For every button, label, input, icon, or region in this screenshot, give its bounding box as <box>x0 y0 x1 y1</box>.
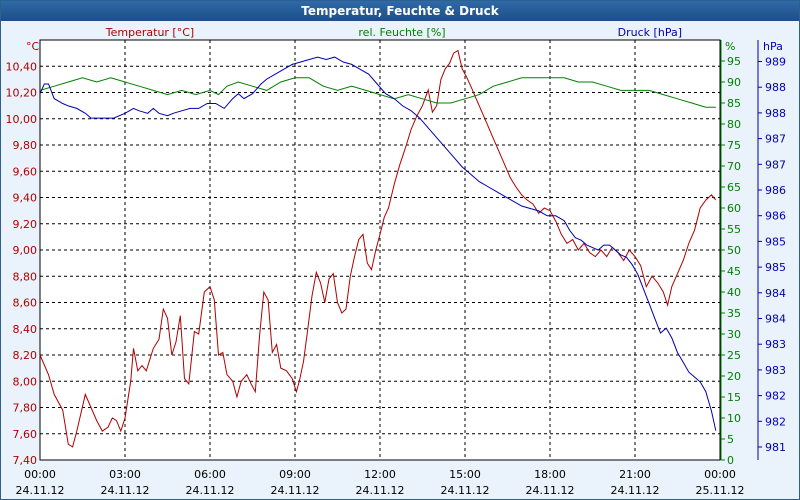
x-tick-time: 12:00 <box>364 468 396 481</box>
pressure-axis-ticks: 981 982 982 983 983 984 984 985 985 986 986 987 987 9… <box>757 40 786 460</box>
x-tick-time: 21:00 <box>619 468 651 481</box>
series-lines <box>39 49 717 448</box>
pressure-tick-label: 983 <box>765 364 786 377</box>
temperature-tick-label: 7,60 <box>13 428 38 441</box>
temperature-tick-label: 9,80 <box>13 139 38 152</box>
pressure-tick-label: 988 <box>765 107 786 120</box>
humidity-tick-label: 5 <box>727 433 734 446</box>
pressure-tick-label: 983 <box>765 338 786 351</box>
pressure-tick-label: 982 <box>765 390 786 403</box>
humidity-tick-label: 30 <box>727 328 741 341</box>
humidity-tick-label: 25 <box>727 349 741 362</box>
humidity-tick-label: 75 <box>727 139 741 152</box>
series-line-temperature <box>39 49 717 448</box>
pressure-tick-label: 985 <box>765 235 786 248</box>
humidity-tick-label: 85 <box>727 97 741 110</box>
pressure-tick-label: 984 <box>765 313 786 326</box>
grid <box>40 40 720 460</box>
pressure-tick-label: 985 <box>765 261 786 274</box>
humidity-tick-label: 40 <box>727 286 741 299</box>
pressure-tick-label: 986 <box>765 184 786 197</box>
x-tick-date: 24.11.12 <box>186 484 235 497</box>
x-tick-time: 09:00 <box>279 468 311 481</box>
x-axis-ticks: 00:00 24.11.12 03:00 24.11.12 06:00 24.11.12 0… <box>16 468 745 497</box>
humidity-tick-label: 90 <box>727 76 741 89</box>
pressure-axis-label: Druck [hPa] <box>618 26 682 39</box>
pressure-tick-label: 984 <box>765 287 786 300</box>
temperature-tick-label: 9,20 <box>13 218 38 231</box>
pressure-tick-label: 987 <box>765 158 786 171</box>
pressure-tick-label: 987 <box>765 133 786 146</box>
temperature-tick-label: 7,80 <box>13 402 38 415</box>
x-tick-date: 24.11.12 <box>101 484 150 497</box>
temperature-axis-label: Temperatur [°C] <box>105 26 194 39</box>
temperature-tick-label: 8,00 <box>13 375 38 388</box>
humidity-tick-label: 60 <box>727 202 741 215</box>
humidity-tick-label: 20 <box>727 370 741 383</box>
humidity-tick-label: 55 <box>727 223 741 236</box>
x-tick-date: 24.11.12 <box>271 484 320 497</box>
humidity-tick-label: 65 <box>727 181 741 194</box>
series-line-humidity <box>39 77 716 108</box>
x-tick-time: 03:00 <box>109 468 141 481</box>
pressure-tick-label: 981 <box>765 441 786 454</box>
x-tick-date: 25.11.12 <box>696 484 745 497</box>
temperature-tick-label: 7,40 <box>13 454 38 467</box>
temperature-tick-label: 8,40 <box>13 323 38 336</box>
temperature-tick-label: 8,60 <box>13 297 38 310</box>
humidity-tick-label: 80 <box>727 118 741 131</box>
temperature-tick-label: 10,40 <box>6 60 38 73</box>
humidity-axis-label: rel. Feuchte [%] <box>358 26 445 39</box>
pressure-tick-label: 982 <box>765 415 786 428</box>
humidity-tick-label: 10 <box>727 412 741 425</box>
window-title: Temperatur, Feuchte & Druck <box>1 1 799 21</box>
temperature-tick-label: 9,00 <box>13 244 38 257</box>
x-tick-time: 15:00 <box>449 468 481 481</box>
humidity-tick-label: 70 <box>727 160 741 173</box>
x-tick-date: 24.11.12 <box>16 484 65 497</box>
temperature-unit-label: °C <box>26 40 40 53</box>
temperature-axis-ticks: 7,40 7,60 7,80 8,00 8,20 8,40 8,60 8,80 9,00 9,20… <box>6 60 38 467</box>
x-tick-time: 18:00 <box>534 468 566 481</box>
pressure-tick-label: 989 <box>765 56 786 69</box>
humidity-unit-label: % <box>725 40 735 53</box>
humidity-tick-label: 45 <box>727 265 741 278</box>
temperature-tick-label: 9,40 <box>13 192 38 205</box>
x-tick-date: 24.11.12 <box>611 484 660 497</box>
pressure-tick-label: 986 <box>765 210 786 223</box>
x-tick-time: 00:00 <box>704 468 736 481</box>
series-line-pressure <box>39 56 717 431</box>
humidity-tick-label: 35 <box>727 307 741 320</box>
humidity-tick-label: 15 <box>727 391 741 404</box>
temperature-tick-label: 8,20 <box>13 349 38 362</box>
x-tick-date: 24.11.12 <box>441 484 490 497</box>
x-tick-date: 24.11.12 <box>526 484 575 497</box>
temperature-tick-label: 10,00 <box>6 113 38 126</box>
x-tick-date: 24.11.12 <box>356 484 405 497</box>
temperature-tick-label: 9,60 <box>13 165 38 178</box>
x-tick-time: 06:00 <box>194 468 226 481</box>
x-tick-time: 00:00 <box>24 468 56 481</box>
pressure-tick-label: 988 <box>765 81 786 94</box>
temperature-tick-label: 10,20 <box>6 87 38 100</box>
temperature-tick-label: 8,80 <box>13 270 38 283</box>
humidity-axis-ticks: 0 5 10 15 20 25 30 35 40 45 50 55 60 65 70 75 80 85 90 95 <box>720 40 741 467</box>
humidity-tick-label: 95 <box>727 55 741 68</box>
humidity-tick-label: 50 <box>727 244 741 257</box>
humidity-tick-label: 0 <box>727 454 734 467</box>
pressure-unit-label: hPa <box>763 40 783 53</box>
